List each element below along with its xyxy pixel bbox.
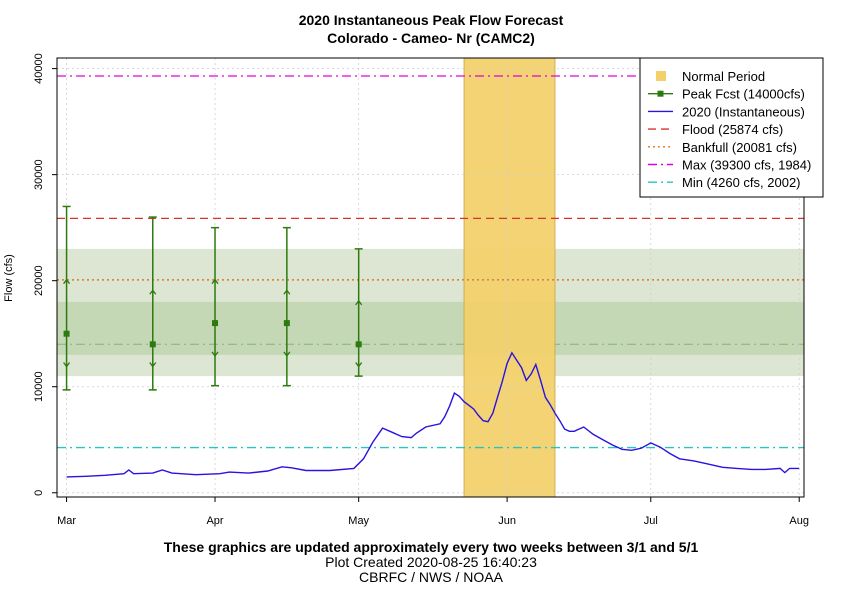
normal-period-rect (464, 58, 555, 497)
forecast-point-2 (212, 320, 219, 327)
x-tick-label: Aug (789, 515, 809, 527)
normal-period-band (463, 57, 556, 498)
series-line-0 (66, 351, 800, 478)
forecast-point-4 (355, 341, 362, 348)
x-tick-label: Mar (57, 515, 76, 527)
forecast-point-1 (149, 341, 156, 348)
plot-created: Plot Created 2020-08-25 16:40:23 (325, 554, 537, 570)
forecast-arrow-down-1 (149, 362, 157, 368)
legend-label-5: Max (39300 cfs, 1984) (682, 158, 811, 173)
legend-label-6: Min (4260 cfs, 2002) (682, 175, 801, 190)
y-tick-label: 40000 (33, 53, 45, 84)
forecast-point-3 (283, 320, 290, 327)
y-axis-label: Flow (cfs) (3, 254, 15, 302)
legend-box (639, 57, 824, 198)
credit: CBRFC / NWS / NOAA (359, 569, 503, 585)
legend-label-1: Peak Fcst (14000cfs) (682, 87, 805, 102)
forecast-arrow-down-0 (63, 362, 71, 368)
legend-label-3: Flood (25874 cfs) (682, 122, 783, 137)
grid-lines (57, 58, 804, 497)
chart-title: 2020 Instantaneous Peak Flow Forecast (298, 12, 564, 28)
forecast-bands (57, 248, 804, 377)
forecast-arrow-down-3 (283, 351, 291, 357)
legend-label-2: 2020 (Instantaneous) (682, 104, 805, 119)
chart-subtitle: Colorado - Cameo- Nr (CAMC2) (327, 30, 535, 46)
peak-forecast-markers (62, 205, 363, 391)
flow-series (66, 351, 800, 478)
forecast-arrow-up-0 (63, 278, 71, 285)
x-tick-label: Apr (206, 515, 223, 527)
y-tick-label: 10000 (33, 371, 45, 402)
y-tick-label: 20000 (33, 265, 45, 296)
legend-swatch-0 (656, 71, 666, 81)
update-note: These graphics are updated approximately… (163, 539, 699, 555)
forecast-arrow-down-4 (355, 362, 363, 368)
y-tick-label: 30000 (33, 159, 45, 190)
plot-frame (56, 57, 805, 498)
axes: 0 10000 20000 30000 40000 Mar Apr May Jun Jul Aug (33, 53, 809, 527)
legend-swatch-marker-1 (657, 90, 664, 97)
legend-label-0: Normal Period (682, 69, 765, 84)
x-tick-label: May (348, 515, 369, 527)
forecast-point-0 (63, 330, 70, 337)
forecast-arrow-up-1 (149, 289, 157, 295)
forecast-arrow-down-2 (211, 351, 219, 357)
legend: Normal Period Peak Fcst (14000cfs) 2020 (I… (639, 57, 824, 198)
x-tick-label: Jul (644, 515, 658, 527)
x-tick-label: Jun (498, 515, 516, 527)
forecast-band-1 (57, 301, 804, 355)
forecast-arrow-up-4 (355, 299, 363, 306)
forecast-arrow-up-2 (211, 278, 219, 285)
y-tick-label: 0 (33, 490, 45, 496)
legend-label-4: Bankfull (20081 cfs) (682, 140, 797, 155)
forecast-arrow-up-3 (283, 289, 291, 295)
